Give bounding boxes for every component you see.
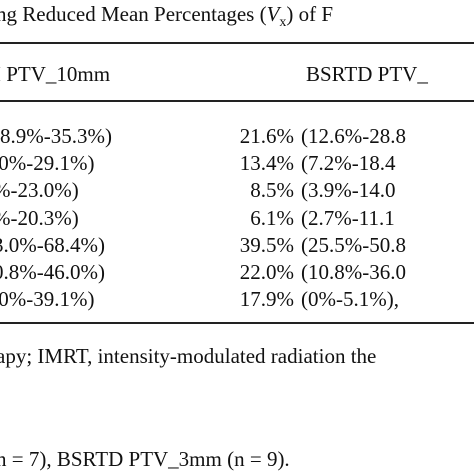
cell: .0%-29.1%) [0, 151, 95, 176]
title-var: V [266, 2, 280, 26]
cell: 3.0%-68.4%) [0, 232, 105, 257]
cell-range: (25.5%-50.8 [301, 232, 406, 257]
cell: 0.8%-46.0%) [0, 260, 105, 284]
cell: %-20.3%) [0, 205, 79, 230]
cell-range: (12.6%-28.8 [301, 124, 406, 148]
title: ng Reduced Mean Percentages (Vx) of F [0, 4, 333, 30]
rule [0, 322, 474, 324]
title-text: ng Reduced Mean Percentages ( [0, 2, 267, 26]
cell-value: 21.6% [239, 124, 294, 148]
cell-value: 13.4% [239, 151, 294, 176]
title-text: ) of F [286, 2, 334, 26]
cell: )8.9%-35.3%) [0, 124, 112, 148]
header-cell: I PTV_10mm [0, 62, 111, 86]
cell: %-23.0%) [0, 178, 79, 203]
header-cell: BSRTD PTV_ [306, 62, 428, 86]
cell-value: 39.5% [239, 232, 294, 257]
cell-value: 17.9% [239, 287, 294, 312]
cell-range: (0%-5.1%), [301, 287, 399, 312]
cell-range: (3.9%-14.0 [301, 178, 396, 203]
cell: .0%-39.1%) [0, 287, 95, 312]
footnote: n = 7), BSRTD PTV_3mm (n = 9). [0, 447, 290, 471]
cell-range: (7.2%-18.4 [301, 151, 396, 176]
cell-range: (2.7%-11.1 [301, 205, 395, 230]
rule [0, 100, 474, 102]
rule [0, 42, 474, 44]
cell-value: 8.5% [250, 178, 294, 203]
cell-value: 22.0% [239, 260, 294, 284]
title-sub: x [279, 15, 287, 31]
footnote: apy; IMRT, intensity-modulated radiation… [0, 344, 377, 368]
cell-range: (10.8%-36.0 [301, 260, 406, 284]
cell-value: 6.1% [250, 205, 294, 230]
